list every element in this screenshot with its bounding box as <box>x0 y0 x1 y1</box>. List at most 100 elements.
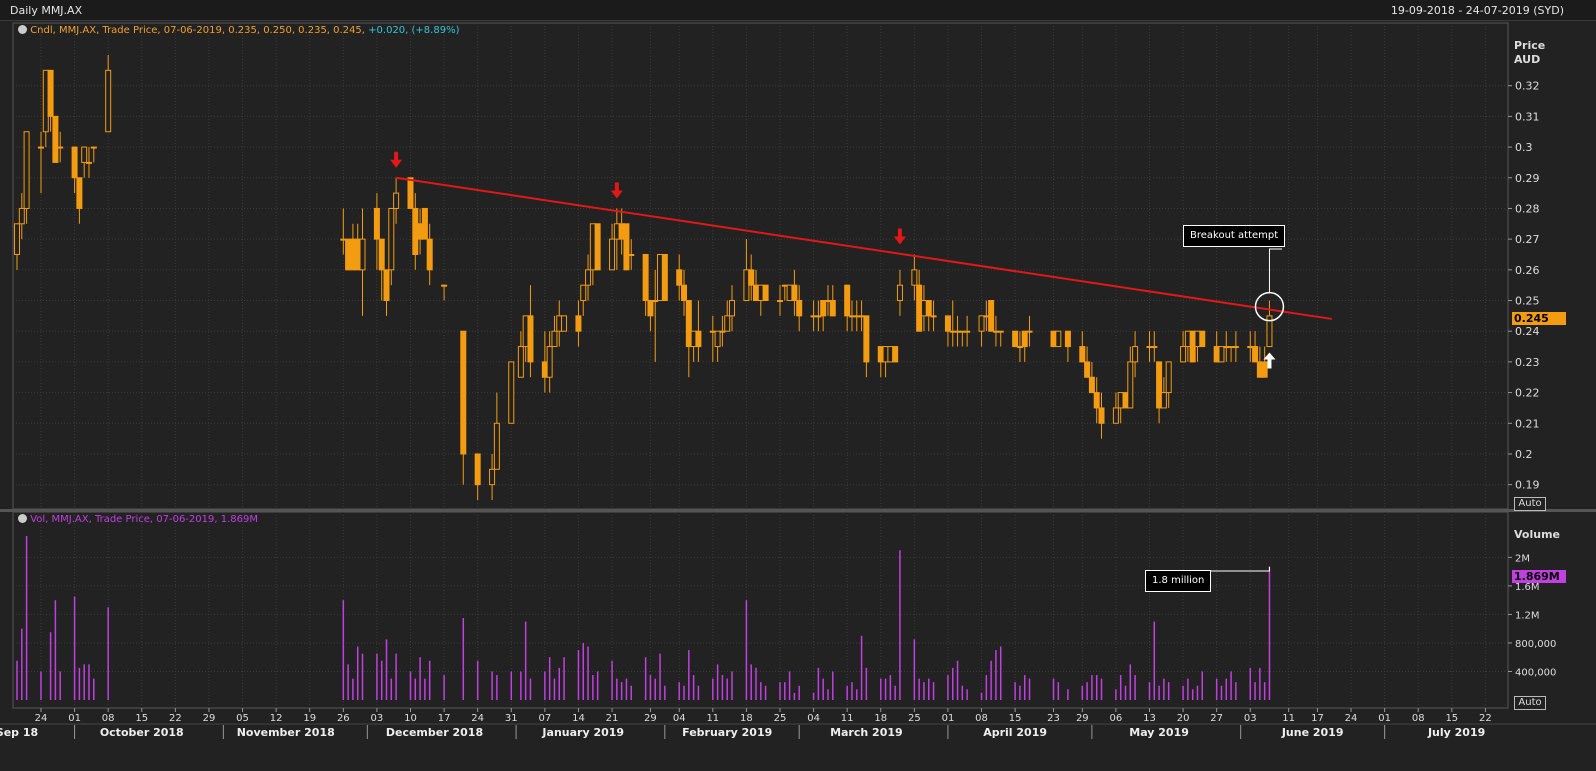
volume-annotation: 1.8 million <box>1145 570 1212 592</box>
legend-toggle-icon[interactable] <box>18 25 27 34</box>
candle-body-up <box>954 330 961 333</box>
month-label: February 2019 <box>682 726 772 739</box>
candle-body-up <box>18 207 25 225</box>
price-tick-label: 0.21 <box>1515 417 1540 430</box>
candle-body-up <box>729 300 736 317</box>
candle-body-up <box>911 269 918 286</box>
candle-body-down <box>618 223 625 240</box>
time-tick-label: 17 <box>1311 713 1324 724</box>
time-tick-label: 24 <box>471 713 484 724</box>
candle-body-down <box>762 284 769 302</box>
month-label: July 2019 <box>1427 726 1485 739</box>
candle-body-down <box>1012 330 1019 348</box>
candle-body-down <box>623 223 630 271</box>
candle-body-up <box>652 300 659 303</box>
candle-body-up <box>815 315 822 318</box>
time-tick-label: 20 <box>1177 713 1190 724</box>
candle-body-up <box>959 330 966 333</box>
candle-body-up <box>1146 346 1153 349</box>
candle-body-up <box>657 253 664 302</box>
price-plot-area <box>12 22 1509 510</box>
candle-body-down <box>1213 346 1220 363</box>
candle-body-down <box>373 207 380 240</box>
price-legend-change: +0.020, (+8.89%) <box>368 25 460 36</box>
time-tick-label: 08 <box>975 713 988 724</box>
candle-body-down <box>829 300 836 317</box>
candle-body-down <box>647 300 654 317</box>
candle-body-up <box>546 346 553 378</box>
window-title: Daily MMJ.AX <box>10 4 83 17</box>
candle-body-down <box>916 284 923 332</box>
breakout-annotation: Breakout attempt <box>1183 225 1286 247</box>
time-tick-label: 08 <box>102 713 115 724</box>
volume-legend: Vol, MMJ.AX, Trade Price, 07-06-2019, 1.… <box>18 514 258 525</box>
price-tick-label: 0.23 <box>1515 356 1540 369</box>
candle-body-up <box>1117 392 1124 409</box>
price-axis-unit: AUD <box>1514 53 1541 66</box>
candle-body-up <box>690 330 697 348</box>
down-arrow-icon <box>390 151 403 168</box>
candle-body-up <box>42 69 49 133</box>
time-tick-label: 31 <box>505 713 518 724</box>
candle-body-up <box>37 146 44 149</box>
price-last-value-tag: 0.245 <box>1512 312 1566 325</box>
candle-body-up <box>23 131 30 209</box>
candle-body-up <box>580 284 587 302</box>
time-tick-label: 12 <box>270 713 283 724</box>
month-label: March 2019 <box>830 726 903 739</box>
time-tick-label: 18 <box>740 713 753 724</box>
candle-body-down <box>378 238 385 271</box>
candle-body-up <box>1194 330 1201 348</box>
candle-body-down <box>1098 407 1105 424</box>
price-tick-label: 0.28 <box>1515 202 1540 215</box>
candle-body-down <box>1256 361 1263 378</box>
time-tick-label: 19 <box>303 713 316 724</box>
candle-body-down <box>676 269 683 286</box>
volume-legend-text: Vol, MMJ.AX, Trade Price, 07-06-2019, 1.… <box>30 514 258 525</box>
time-tick-label: 08 <box>1412 713 1425 724</box>
candle-body-up <box>90 146 97 149</box>
time-tick-label: 10 <box>404 713 417 724</box>
price-auto-scale-button[interactable]: Auto <box>1514 497 1546 511</box>
candle-body-up <box>493 422 500 470</box>
candle-body-up <box>887 346 894 363</box>
candle-body-up <box>964 330 971 333</box>
price-tick-label: 0.32 <box>1515 80 1540 93</box>
legend-toggle-icon[interactable] <box>18 514 27 523</box>
volume-auto-scale-button[interactable]: Auto <box>1514 696 1546 710</box>
candle-body-down <box>1079 346 1086 363</box>
time-tick-label: 11 <box>1282 713 1295 724</box>
candle-body-up <box>714 330 721 348</box>
candle-body-down <box>1021 330 1028 348</box>
month-label: Sep 18 <box>0 726 38 739</box>
month-label: October 2018 <box>100 726 184 739</box>
time-tick-label: 01 <box>1378 713 1391 724</box>
candle-body-up <box>1132 346 1139 363</box>
candle-body-down <box>527 315 534 363</box>
candle-body-down <box>685 300 692 348</box>
candle-body-up <box>1016 346 1023 349</box>
candle-body-up <box>1266 315 1273 348</box>
time-tick-label: 15 <box>135 713 148 724</box>
candle-body-down <box>892 346 899 363</box>
volume-tick-label: 1.2M <box>1515 610 1540 621</box>
candle-body-down <box>695 330 702 348</box>
candle-body-up <box>930 315 937 318</box>
price-tick-label: 0.31 <box>1515 110 1540 123</box>
candle-body-up <box>757 284 764 302</box>
candle-body-down <box>1189 330 1196 363</box>
candle-body-down <box>412 207 419 255</box>
volume-plot-area <box>12 511 1509 709</box>
price-tick-label: 0.2 <box>1515 448 1533 461</box>
volume-connector <box>1209 566 1270 572</box>
candle-body-up <box>781 284 788 287</box>
candle-body-down <box>541 361 548 378</box>
candle-body-down <box>1199 330 1206 348</box>
candle-body-down <box>642 253 649 302</box>
month-label: June 2019 <box>1281 726 1344 739</box>
time-tick-label: 03 <box>1244 713 1257 724</box>
candle-body-up <box>1223 346 1230 349</box>
candle-body-down <box>844 284 851 317</box>
price-legend: Cndl, MMJ.AX, Trade Price, 07-06-2019, 0… <box>18 25 459 36</box>
